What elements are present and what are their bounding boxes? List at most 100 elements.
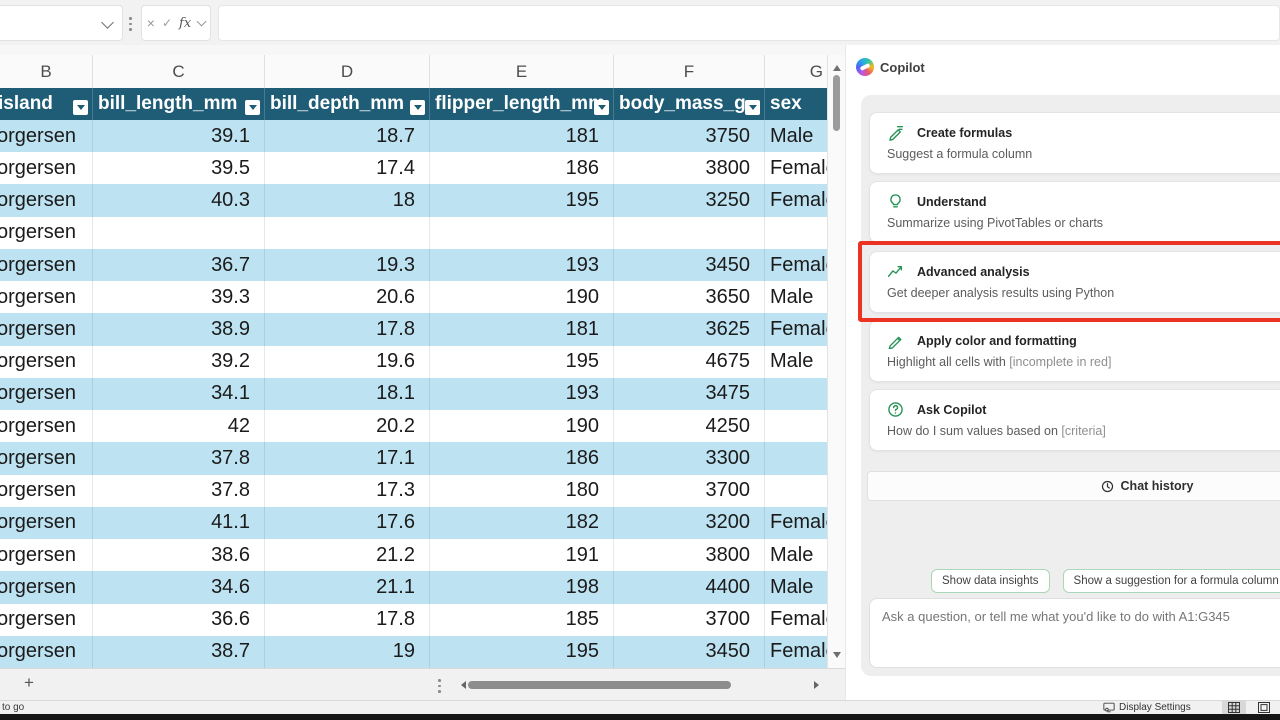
cell-body_mass_g[interactable]: 4675: [614, 346, 765, 378]
cell-sex[interactable]: Female: [765, 152, 827, 184]
column-header-D[interactable]: D: [265, 55, 430, 88]
column-header-E[interactable]: E: [430, 55, 614, 88]
cell-bill_length_mm[interactable]: 39.3: [93, 281, 265, 313]
vertical-scrollbar-thumb[interactable]: [833, 75, 840, 131]
cell-bill_length_mm[interactable]: 37.8: [93, 442, 265, 474]
table-header-island[interactable]: island: [0, 88, 93, 120]
cell-bill_depth_mm[interactable]: 17.3: [265, 475, 430, 507]
cell-sex[interactable]: Female: [765, 249, 827, 281]
cell-body_mass_g[interactable]: 3200: [614, 507, 765, 539]
enter-icon[interactable]: ✓: [162, 17, 172, 29]
cell-bill_depth_mm[interactable]: 18.1: [265, 378, 430, 410]
filter-dropdown-icon[interactable]: [594, 100, 609, 115]
card-apply-color-formatting[interactable]: Apply color and formatting Highlight all…: [869, 320, 1280, 382]
cell-flipper_length_mm[interactable]: 186: [430, 442, 614, 474]
cell-sex[interactable]: [765, 442, 827, 474]
cell-flipper_length_mm[interactable]: 181: [430, 313, 614, 345]
cell-bill_length_mm[interactable]: 41.1: [93, 507, 265, 539]
cell-bill_length_mm[interactable]: 38.9: [93, 313, 265, 345]
cell-sex[interactable]: Male: [765, 571, 827, 603]
cell-flipper_length_mm[interactable]: 198: [430, 571, 614, 603]
cell-island[interactable]: Torgersen: [0, 507, 93, 539]
cell-bill_depth_mm[interactable]: 17.6: [265, 507, 430, 539]
cell-island[interactable]: Torgersen: [0, 571, 93, 603]
cell-body_mass_g[interactable]: 3300: [614, 442, 765, 474]
cell-body_mass_g[interactable]: [614, 217, 765, 249]
add-sheet-button[interactable]: +: [24, 673, 34, 693]
chat-history-button[interactable]: Chat history: [867, 471, 1280, 501]
column-header-G[interactable]: G: [765, 55, 827, 88]
cell-bill_length_mm[interactable]: 34.6: [93, 571, 265, 603]
card-advanced-analysis[interactable]: Advanced analysis Get deeper analysis re…: [869, 251, 1280, 313]
cell-body_mass_g[interactable]: 3700: [614, 604, 765, 636]
cell-sex[interactable]: Female: [765, 604, 827, 636]
suggestion-pill[interactable]: Show data insights: [931, 569, 1050, 593]
cell-sex[interactable]: Female: [765, 184, 827, 216]
cell-island[interactable]: Torgersen: [0, 249, 93, 281]
cell-flipper_length_mm[interactable]: 180: [430, 475, 614, 507]
cell-body_mass_g[interactable]: 3475: [614, 378, 765, 410]
cell-sex[interactable]: Male: [765, 120, 827, 152]
column-header-F[interactable]: F: [614, 55, 765, 88]
cell-flipper_length_mm[interactable]: 193: [430, 378, 614, 410]
cell-bill_length_mm[interactable]: 36.7: [93, 249, 265, 281]
cell-sex[interactable]: Male: [765, 539, 827, 571]
cell-bill_depth_mm[interactable]: 18.7: [265, 120, 430, 152]
cell-island[interactable]: Torgersen: [0, 539, 93, 571]
cell-sex[interactable]: Male: [765, 346, 827, 378]
scroll-left-icon[interactable]: [457, 681, 466, 689]
cell-bill_length_mm[interactable]: 42: [93, 410, 265, 442]
cell-body_mass_g[interactable]: 3800: [614, 539, 765, 571]
table-header-flipper-length[interactable]: flipper_length_mm: [430, 88, 614, 120]
cell-bill_depth_mm[interactable]: 17.8: [265, 604, 430, 636]
cell-sex[interactable]: Female: [765, 507, 827, 539]
more-options-icon[interactable]: [129, 17, 132, 31]
cell-body_mass_g[interactable]: 3750: [614, 120, 765, 152]
cell-bill_depth_mm[interactable]: 21.2: [265, 539, 430, 571]
cell-island[interactable]: Torgersen: [0, 346, 93, 378]
cell-bill_length_mm[interactable]: 40.3: [93, 184, 265, 216]
cell-sex[interactable]: Female: [765, 313, 827, 345]
scroll-down-icon[interactable]: [833, 652, 841, 662]
cell-bill_depth_mm[interactable]: 19: [265, 636, 430, 668]
cell-bill_length_mm[interactable]: 34.1: [93, 378, 265, 410]
card-understand[interactable]: Understand Summarize using PivotTables o…: [869, 181, 1280, 243]
horizontal-scrollbar-thumb[interactable]: [468, 681, 731, 689]
cell-flipper_length_mm[interactable]: 195: [430, 184, 614, 216]
cell-bill_length_mm[interactable]: 39.2: [93, 346, 265, 378]
cell-sex[interactable]: [765, 475, 827, 507]
cell-bill_depth_mm[interactable]: 17.8: [265, 313, 430, 345]
column-header-B[interactable]: B: [0, 55, 93, 88]
cell-flipper_length_mm[interactable]: 195: [430, 636, 614, 668]
scroll-right-icon[interactable]: [814, 681, 823, 689]
page-layout-view-button[interactable]: [1252, 701, 1276, 714]
cell-body_mass_g[interactable]: 4250: [614, 410, 765, 442]
table-header-bill-length[interactable]: bill_length_mm: [93, 88, 265, 120]
chevron-down-icon[interactable]: [101, 16, 114, 29]
cell-flipper_length_mm[interactable]: 193: [430, 249, 614, 281]
cell-sex[interactable]: Female: [765, 636, 827, 668]
chevron-down-icon[interactable]: [197, 17, 207, 27]
table-header-sex[interactable]: sex: [765, 88, 827, 120]
cell-island[interactable]: Torgersen: [0, 120, 93, 152]
cell-bill_depth_mm[interactable]: 20.6: [265, 281, 430, 313]
cell-body_mass_g[interactable]: 3700: [614, 475, 765, 507]
cell-island[interactable]: Torgersen: [0, 378, 93, 410]
cell-island[interactable]: Torgersen: [0, 217, 93, 249]
cell-bill_depth_mm[interactable]: 20.2: [265, 410, 430, 442]
suggestion-pill[interactable]: Show a suggestion for a formula column: [1063, 569, 1280, 593]
cell-flipper_length_mm[interactable]: 195: [430, 346, 614, 378]
cell-bill_length_mm[interactable]: 37.8: [93, 475, 265, 507]
card-create-formulas[interactable]: Create formulas Suggest a formula column: [869, 112, 1280, 174]
copilot-prompt-input[interactable]: [870, 599, 1280, 667]
cell-body_mass_g[interactable]: 3650: [614, 281, 765, 313]
cell-body_mass_g[interactable]: 3450: [614, 249, 765, 281]
cell-island[interactable]: Torgersen: [0, 410, 93, 442]
cell-bill_depth_mm[interactable]: 17.4: [265, 152, 430, 184]
cell-bill_length_mm[interactable]: 39.1: [93, 120, 265, 152]
cancel-icon[interactable]: ×: [147, 16, 155, 30]
cell-sex[interactable]: [765, 217, 827, 249]
sheet-options-icon[interactable]: [438, 679, 441, 693]
filter-dropdown-icon[interactable]: [745, 100, 760, 115]
normal-view-button[interactable]: [1222, 701, 1246, 714]
